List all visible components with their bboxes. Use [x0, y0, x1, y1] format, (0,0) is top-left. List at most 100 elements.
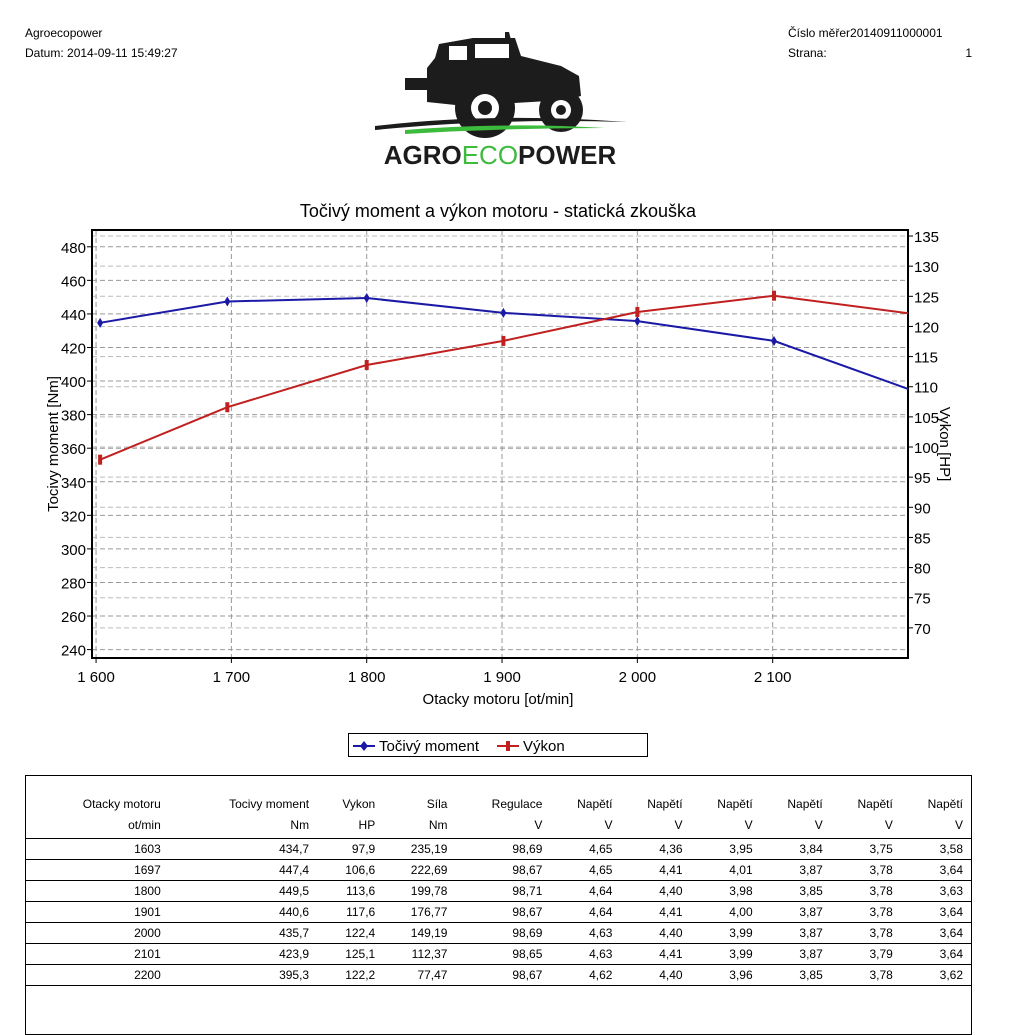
table-cell: 4,40	[620, 922, 691, 944]
x-axis-label: Otacky motoru [ot/min]	[423, 691, 574, 708]
table-cell: 3,64	[900, 922, 971, 944]
table-cell: 3,62	[900, 964, 971, 986]
x-tick-label: 1 800	[348, 669, 386, 686]
table-cell: 77,47	[383, 964, 456, 986]
table-cell: 4,40	[620, 964, 691, 986]
table-cell: 222,69	[383, 859, 456, 881]
table-cell: 98,71	[455, 880, 551, 902]
legend-power-marker	[506, 741, 510, 751]
table-cell: 98,69	[455, 922, 551, 944]
cab-window-right	[475, 44, 509, 58]
logo-wordmark: AGROECOPOWER	[384, 140, 617, 170]
x-tick-label: 1 900	[483, 669, 521, 686]
table-cell: 3,79	[830, 943, 901, 965]
swoosh-dark	[375, 117, 627, 130]
table-cell: 4,65	[550, 838, 621, 860]
table-body: 1603 434,7 97,9 235,19 98,69 4,65 4,36 3,95 3,84…	[26, 838, 971, 986]
table-cell: 4,00	[690, 901, 761, 923]
table-cell: 125,1	[317, 943, 384, 965]
table-cell: 4,40	[620, 880, 691, 902]
column-header: Otacky motoru	[82, 797, 161, 811]
power-series-line	[99, 294, 909, 461]
column-header: Napětí	[857, 797, 893, 811]
table-cell: 4,64	[550, 901, 621, 923]
swoosh-green	[405, 125, 605, 134]
table-cell: 3,78	[830, 880, 901, 902]
table-cell: 1697	[26, 859, 175, 881]
table-cell: 3,87	[760, 922, 831, 944]
table-cell: 3,64	[900, 859, 971, 881]
y-left-tick-label: 320	[61, 508, 86, 525]
table-row: 1697 447,4 106,6 222,69 98,67 4,65 4,41 4,01 3,8…	[26, 859, 971, 881]
table-cell: 4,64	[550, 880, 621, 902]
table-cell: 3,78	[830, 964, 901, 986]
table-cell: 3,78	[830, 901, 901, 923]
company-name: Agroecopower	[25, 26, 103, 40]
table-cell: 4,36	[620, 838, 691, 860]
power-point	[635, 306, 640, 317]
legend-power-label: Výkon	[523, 738, 565, 755]
chart-legend: Točivý moment Výkon	[348, 733, 648, 757]
table-cell: 3,87	[760, 943, 831, 965]
measurement-number-label: Číslo měřer	[788, 26, 851, 40]
table-cell: 440,6	[174, 901, 318, 923]
table-cell: 112,37	[383, 943, 456, 965]
y-left-tick-label: 380	[61, 408, 86, 425]
column-unit: V	[760, 815, 831, 839]
table-cell: 98,69	[455, 838, 551, 860]
chart-axes: 1 600 1 700 1 800 1 900 2 000 2 100 240 260 280 3…	[61, 229, 939, 686]
y-left-tick-label: 440	[61, 307, 86, 324]
y-right-tick-label: 70	[914, 621, 931, 638]
x-tick-label: 2 100	[754, 669, 792, 686]
torque-point	[634, 316, 641, 327]
y-axis-right-label: Vykon [HP]	[936, 407, 953, 481]
table-cell: 199,78	[383, 880, 456, 902]
power-point	[98, 454, 103, 465]
column-unit: V	[830, 815, 901, 839]
table-cell: 1603	[26, 838, 175, 860]
column-header: Síla	[426, 797, 448, 811]
table-cell: 3,87	[760, 901, 831, 923]
table-cell: 3,84	[760, 838, 831, 860]
y-right-tick-label: 85	[914, 530, 931, 547]
y-left-tick-label: 480	[61, 240, 86, 257]
column-unit: Nm	[174, 815, 318, 839]
y-right-tick-label: 120	[914, 319, 939, 336]
column-unit: V	[620, 815, 691, 839]
torque-point	[500, 307, 507, 318]
legend-torque-label: Točivý moment	[379, 738, 480, 755]
column-unit: V	[900, 815, 971, 839]
table-cell: 2101	[26, 943, 175, 965]
column-header: Tocivy moment	[229, 797, 310, 811]
y-right-tick-label: 75	[914, 591, 931, 608]
table-cell: 97,9	[317, 838, 384, 860]
legend-torque-marker	[360, 741, 368, 751]
y-right-tick-label: 130	[914, 259, 939, 276]
table-cell: 3,87	[760, 859, 831, 881]
table-cell: 449,5	[174, 880, 318, 902]
page-number: Strana: 1	[788, 46, 972, 60]
table-cell: 4,63	[550, 943, 621, 965]
table-cell: 3,78	[830, 859, 901, 881]
y-left-tick-label: 340	[61, 475, 86, 492]
table-cell: 176,77	[383, 901, 456, 923]
table-row: 1603 434,7 97,9 235,19 98,69 4,65 4,36 3,95 3,84…	[26, 838, 971, 860]
column-header: Napětí	[787, 797, 823, 811]
column-unit: V	[550, 815, 621, 839]
table-cell: 3,64	[900, 943, 971, 965]
measurement-table-box: Otacky motoru Tocivy moment Vykon Síla Regul…	[25, 775, 972, 1035]
y-axis-left-label: Tocivy moment [Nm]	[45, 376, 62, 512]
table-row: 1800 449,5 113,6 199,78 98,71 4,64 4,40 3,98 3,8…	[26, 880, 971, 902]
column-unit: ot/min	[26, 815, 175, 839]
table-cell: 4,62	[550, 964, 621, 986]
column-unit: V	[690, 815, 761, 839]
y-left-tick-label: 280	[61, 575, 86, 592]
y-right-tick-label: 90	[914, 500, 931, 517]
y-left-tick-label: 300	[61, 542, 86, 559]
table-cell: 4,41	[620, 859, 691, 881]
y-right-tick-label: 100	[914, 440, 939, 457]
table-cell: 3,64	[900, 901, 971, 923]
table-cell: 113,6	[317, 880, 384, 902]
table-cell: 4,41	[620, 901, 691, 923]
y-right-tick-label: 125	[914, 289, 939, 306]
